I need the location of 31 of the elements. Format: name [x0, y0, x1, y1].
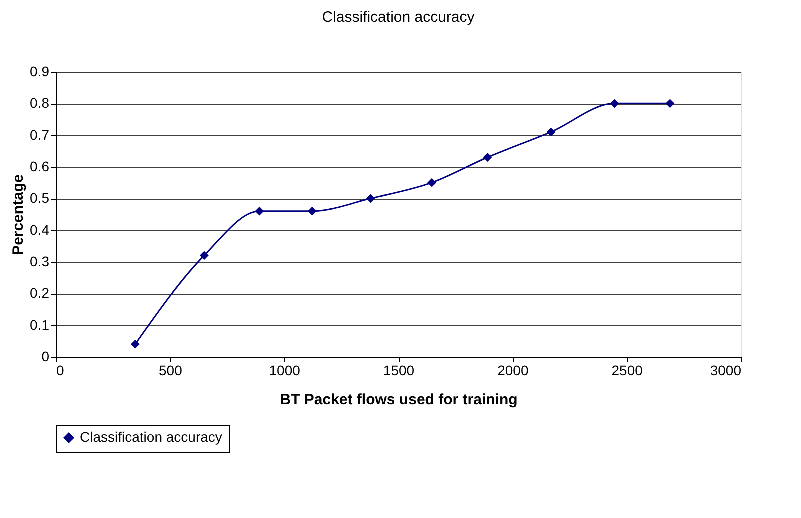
- y-tick-label: 0.2: [30, 285, 50, 302]
- point: [255, 206, 264, 216]
- x-tick-label: 1500: [383, 362, 415, 378]
- point: [610, 99, 620, 108]
- y-tick-label: 0.6: [30, 158, 50, 174]
- legend-label: Classification accuracy: [80, 429, 222, 445]
- x-axis-title: BT Packet flows used for training: [280, 392, 518, 408]
- point: [308, 206, 317, 216]
- y-tick-label: 0.9: [30, 64, 50, 80]
- point: [366, 194, 376, 204]
- x-tick-label: 0: [56, 362, 64, 378]
- point: [428, 178, 437, 188]
- y-tick-label: 0.4: [30, 222, 50, 238]
- y-axis-title: Percentage: [10, 174, 28, 256]
- point: [483, 153, 492, 162]
- y-tick-label: 0.3: [30, 254, 50, 270]
- x-tick-label: 1000: [269, 362, 301, 378]
- point: [200, 251, 209, 260]
- chart-title: Classification accuracy: [322, 9, 476, 26]
- y-tick-label: 0.8: [30, 95, 50, 112]
- x-tick-label: 2000: [498, 362, 529, 378]
- y-tick-label: 0.7: [30, 126, 50, 143]
- x-tick-label: 3000: [710, 362, 742, 378]
- y-tick-label: 0: [42, 348, 50, 364]
- x-tick-label: 2500: [612, 362, 644, 378]
- x-tick-label: 500: [158, 362, 183, 378]
- point: [546, 128, 556, 137]
- y-tick-label: 0.1: [30, 316, 50, 333]
- point: [130, 340, 140, 349]
- y-tick-label: 0.5: [30, 190, 50, 206]
- point: [666, 99, 675, 108]
